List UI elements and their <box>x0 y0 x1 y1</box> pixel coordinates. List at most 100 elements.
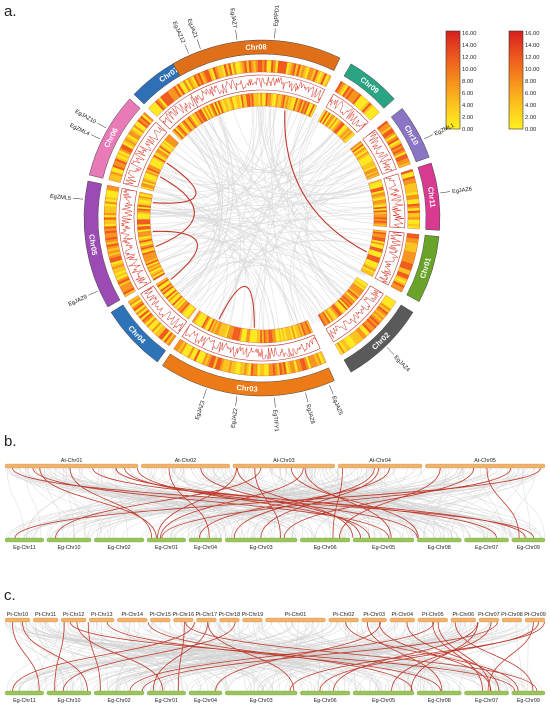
heat-cell <box>309 104 317 118</box>
heat-legend-right <box>508 30 524 130</box>
background-link <box>199 467 526 539</box>
heat-cell <box>119 281 132 289</box>
background-link <box>286 621 413 692</box>
heat-cell <box>199 108 208 122</box>
heat-cell <box>286 77 292 93</box>
heat-cell <box>333 99 344 114</box>
heat-cell <box>393 149 406 157</box>
gene-tick <box>196 39 201 49</box>
heat-cell <box>145 257 158 265</box>
heat-cell <box>113 162 126 169</box>
background-link <box>374 621 450 692</box>
bottom-chromosome-label: Eg-Chr06 <box>314 545 337 551</box>
heat-cell <box>398 266 411 274</box>
background-link <box>192 122 380 218</box>
heat-cell <box>125 135 138 144</box>
heat-cell <box>222 98 229 112</box>
heat-cell <box>371 237 386 243</box>
bottom-chromosome-label: Eg-Chr08 <box>428 545 451 551</box>
bottom-chromosome-bar <box>94 690 145 696</box>
heat-cell <box>355 278 368 288</box>
heat-cell <box>106 185 120 190</box>
track-outline <box>374 231 405 286</box>
heat-cell <box>108 177 121 183</box>
heat-cell <box>268 329 271 343</box>
background-link <box>145 234 271 336</box>
legend-tick-right: 16.00 <box>525 31 540 37</box>
top-chromosome-bar <box>89 617 115 623</box>
heat-cell <box>137 280 152 290</box>
top-chromosome-bar <box>117 617 148 623</box>
heat-cell <box>331 119 341 132</box>
heat-cell <box>126 133 139 143</box>
syntenic-link <box>304 467 392 539</box>
heat-cell <box>378 157 393 166</box>
heat-cell <box>379 266 395 274</box>
heat-cell <box>126 169 142 177</box>
background-link <box>9 621 313 692</box>
chromosome-band-chr04 <box>110 304 166 363</box>
syntenic-link <box>168 467 210 539</box>
syntenic-link <box>283 467 475 539</box>
heat-cell <box>334 123 345 135</box>
heat-cell <box>133 124 145 134</box>
heat-cell <box>134 304 146 314</box>
heat-cell <box>360 101 371 112</box>
heat-cell <box>301 322 308 335</box>
background-link <box>269 621 490 692</box>
syntenic-link <box>12 621 195 692</box>
heat-cell <box>302 66 308 79</box>
heat-cell <box>140 245 154 251</box>
heat-cell <box>139 141 154 152</box>
heat-cell <box>239 61 244 74</box>
heat-cell <box>134 150 150 160</box>
heat-cell <box>364 105 375 116</box>
heat-cell <box>299 100 306 113</box>
heat-cell <box>177 341 186 353</box>
heat-cell <box>179 302 190 314</box>
top-chromosome-label: At-Chr04 <box>369 458 391 464</box>
density-trace <box>367 131 393 172</box>
heat-cell <box>104 217 117 220</box>
heat-cell <box>376 273 392 282</box>
bottom-chromosome-bar <box>188 537 223 543</box>
syntenic-link <box>406 621 500 692</box>
heat-cell <box>294 98 300 112</box>
heat-cell <box>227 325 234 339</box>
heat-cell <box>233 77 239 93</box>
heat-cell <box>173 338 183 351</box>
heat-cell <box>205 335 214 351</box>
background-link <box>173 145 356 297</box>
heat-cell <box>109 175 122 181</box>
heat-cell <box>302 321 310 335</box>
heat-cell <box>129 161 145 170</box>
heat-cell <box>187 116 197 129</box>
heat-cell <box>323 310 333 323</box>
background-link <box>180 621 303 692</box>
gene-tick <box>386 347 395 355</box>
heat-cell <box>139 191 153 197</box>
heat-cell <box>289 62 295 76</box>
heat-cell <box>387 192 404 197</box>
heat-cell <box>340 340 349 352</box>
heat-cell <box>358 99 369 111</box>
background-link <box>77 621 376 692</box>
heat-cell <box>199 352 207 365</box>
heat-cell <box>372 231 387 235</box>
heat-cell <box>279 328 284 342</box>
heat-cell <box>362 162 375 170</box>
heat-cell <box>402 254 415 260</box>
heat-cell <box>217 322 224 336</box>
density-trace <box>143 287 184 332</box>
track-outline <box>376 120 411 169</box>
heat-cell <box>381 260 397 268</box>
syntenic-link <box>136 467 370 539</box>
heat-cell <box>278 76 284 92</box>
track-outline <box>317 109 356 144</box>
track-outline <box>190 74 326 108</box>
heat-cell <box>383 297 395 306</box>
heat-cell <box>406 235 419 240</box>
background-link <box>373 467 450 539</box>
heat-cell <box>258 93 261 107</box>
heat-cell <box>104 223 117 227</box>
